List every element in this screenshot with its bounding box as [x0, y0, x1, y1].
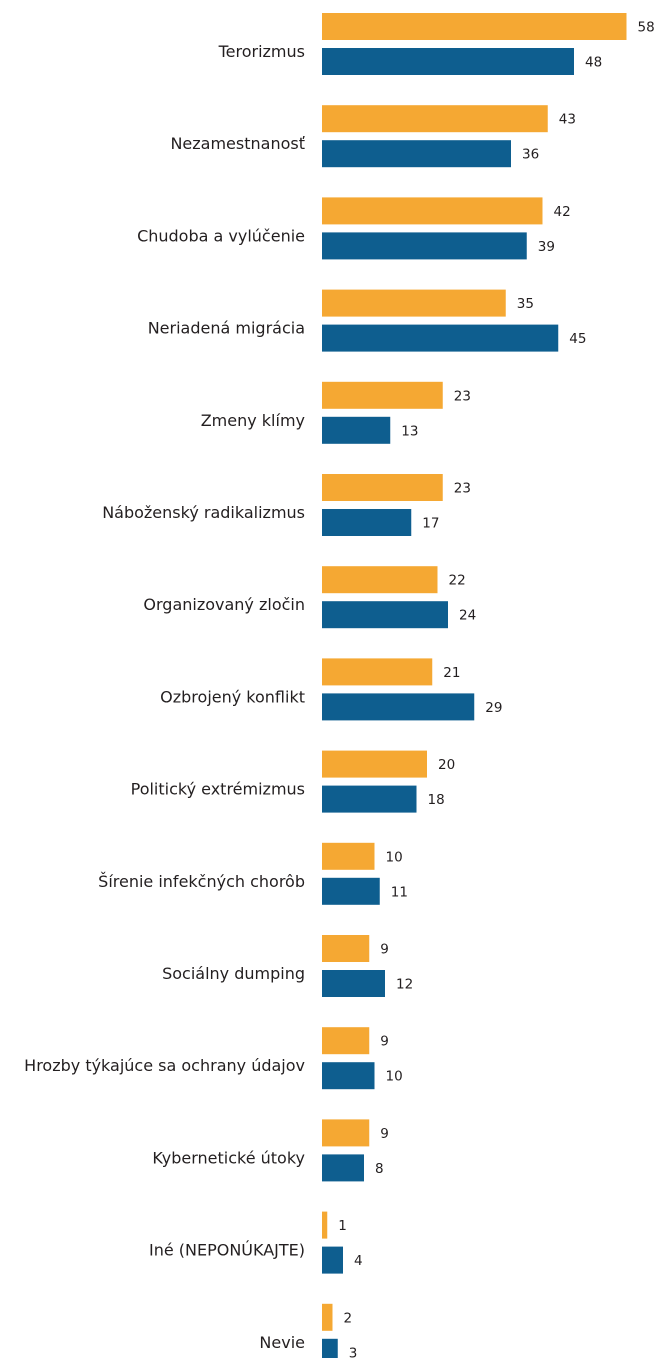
data-label: 9: [380, 1126, 389, 1142]
data-label: 29: [485, 700, 502, 716]
data-label: 8: [375, 1161, 384, 1177]
category-label: Organizovaný zločin: [143, 595, 305, 614]
category-label: Iné (NEPONÚKAJTE): [149, 1241, 305, 1260]
data-label: 48: [585, 55, 602, 71]
data-label: 11: [391, 884, 408, 900]
bar-series-1: [322, 1027, 370, 1055]
category-label: Náboženský radikalizmus: [102, 503, 305, 522]
data-label: 9: [380, 1034, 389, 1050]
bar-series-1: [322, 935, 370, 962]
bar-series-2: [322, 509, 412, 536]
bar-series-2: [322, 601, 448, 629]
category-group: Chudoba a vylúčenie 42 39: [137, 197, 571, 260]
category-label: Politický extrémizmus: [131, 780, 305, 799]
bar-series-1: [322, 842, 375, 870]
data-label: 45: [569, 331, 586, 347]
bar-series-2: [322, 1062, 375, 1090]
category-label: Sociálny dumping: [162, 964, 305, 983]
category-group: Sociálny dumping 9 12: [162, 935, 413, 997]
bar-series-1: [322, 1211, 328, 1239]
data-label: 10: [386, 849, 403, 865]
data-label: 17: [422, 516, 439, 532]
bar-series-1: [322, 566, 438, 594]
data-label: 58: [638, 20, 655, 36]
bar-series-1: [322, 1119, 370, 1147]
category-group: Ozbrojený konflikt 21 29: [160, 658, 502, 721]
category-group: Politický extrémizmus 20 18: [131, 750, 455, 813]
data-label: 43: [559, 112, 576, 128]
bar-series-1: [322, 658, 433, 686]
category-group: Šírenie infekčných chorôb 10 11: [98, 842, 408, 905]
data-label: 35: [517, 296, 534, 312]
bar-series-2: [322, 877, 380, 905]
category-label: Šírenie infekčných chorôb: [98, 872, 305, 891]
bar-series-2: [322, 1154, 364, 1182]
data-label: 9: [380, 942, 389, 958]
category-label: Zmeny klímy: [201, 411, 305, 430]
data-label: 22: [449, 573, 466, 589]
category-label: Terorizmus: [218, 42, 305, 61]
bar-series-1: [322, 289, 506, 317]
category-label: Nezamestnanosť: [170, 134, 305, 153]
category-label: Kybernetické útoky: [152, 1148, 305, 1167]
data-label: 23: [454, 388, 471, 404]
bar-series-2: [322, 970, 385, 997]
category-group: Nezamestnanosť 43 36: [170, 105, 576, 168]
category-label: Nevie: [259, 1333, 305, 1352]
bar-series-1: [322, 750, 427, 778]
category-group: Kybernetické útoky 9 8: [152, 1119, 389, 1182]
category-label: Hrozby týkajúce sa ochrany údajov: [24, 1056, 305, 1075]
category-label: Ozbrojený konflikt: [160, 687, 305, 706]
category-group: Organizovaný zločin 22 24: [143, 566, 476, 629]
bar-series-1: [322, 381, 443, 409]
category-group: Zmeny klímy 23 13: [201, 381, 471, 444]
data-label: 4: [354, 1253, 363, 1269]
bar-series-2: [322, 693, 475, 721]
category-group: Terorizmus 58 48: [218, 13, 655, 75]
data-label: 3: [349, 1345, 358, 1358]
bar-series-1: [322, 105, 548, 133]
category-group: Nevie 2 3: [259, 1303, 358, 1358]
bar-series-2: [322, 232, 527, 260]
bar-series-2: [322, 1246, 343, 1274]
data-label: 20: [438, 757, 455, 773]
data-label: 12: [396, 977, 413, 993]
bar-series-2: [322, 785, 417, 813]
data-label: 2: [344, 1310, 353, 1326]
data-label: 39: [538, 239, 555, 255]
data-label: 1: [338, 1218, 347, 1234]
category-label: Neriadená migrácia: [148, 319, 305, 338]
category-group: Hrozby týkajúce sa ochrany údajov 9 10: [24, 1027, 403, 1090]
data-label: 18: [428, 792, 445, 808]
bar-series-2: [322, 416, 391, 444]
bar-series-2: [322, 140, 511, 168]
bar-series-1: [322, 474, 443, 501]
data-label: 23: [454, 481, 471, 497]
bar-series-2: [322, 324, 559, 352]
category-group: Náboženský radikalizmus 23 17: [102, 474, 471, 536]
bar-series-2: [322, 1338, 338, 1358]
data-label: 21: [443, 665, 460, 681]
bar-series-2: [322, 48, 574, 75]
bar-series-1: [322, 1303, 333, 1331]
data-label: 42: [554, 204, 571, 220]
data-label: 13: [401, 423, 418, 439]
data-label: 24: [459, 608, 476, 624]
bar-series-1: [322, 13, 627, 40]
category-group: Iné (NEPONÚKAJTE) 1 4: [149, 1211, 363, 1274]
data-label: 10: [386, 1069, 403, 1085]
bar-series-1: [322, 197, 543, 225]
data-label: 36: [522, 147, 539, 163]
category-group: Neriadená migrácia 35 45: [148, 289, 586, 352]
category-label: Chudoba a vylúčenie: [137, 226, 305, 245]
